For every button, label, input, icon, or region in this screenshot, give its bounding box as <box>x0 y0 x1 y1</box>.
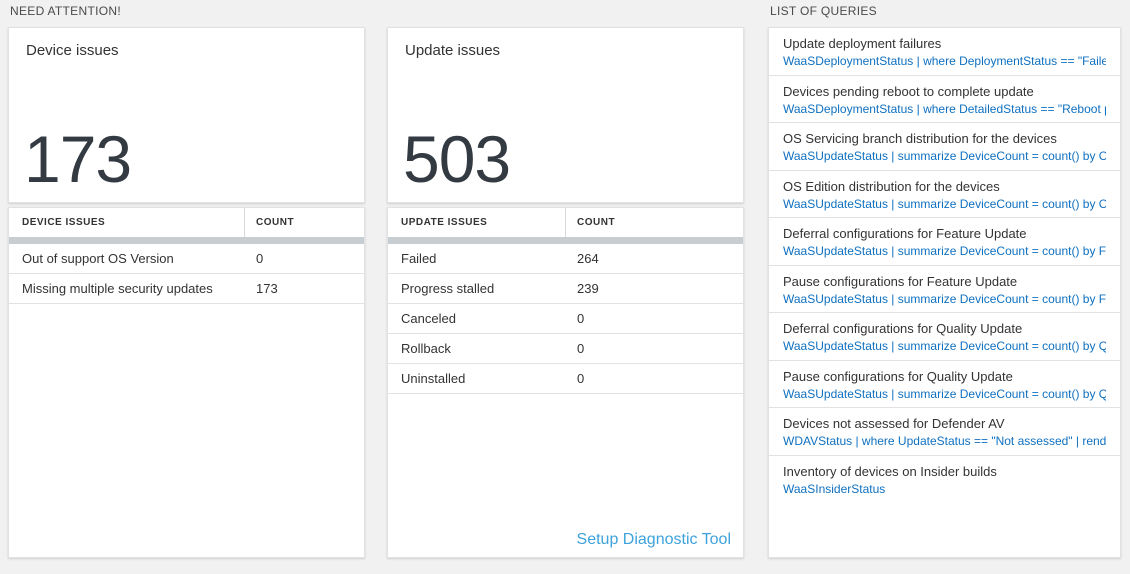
update-issues-tile[interactable]: Update issues 503 <box>387 27 744 203</box>
table-row[interactable]: Out of support OS Version 0 <box>9 244 364 274</box>
query-title: Deferral configurations for Quality Upda… <box>783 321 1023 336</box>
update-issues-header-name: UPDATE ISSUES <box>388 208 566 237</box>
update-issues-table-header: UPDATE ISSUES COUNT <box>388 208 743 237</box>
query-list-item[interactable]: Pause configurations for Quality Update … <box>769 361 1120 408</box>
update-issues-header-count: COUNT <box>577 217 616 228</box>
list-of-queries-section-label: LIST OF QUERIES <box>770 4 877 18</box>
setup-diagnostic-tool-link[interactable]: Setup Diagnostic Tool <box>576 531 731 548</box>
query-text: WaaSInsiderStatus <box>783 481 886 496</box>
query-text: WaaSUpdateStatus | summarize DeviceCount… <box>783 149 1106 163</box>
device-issues-title: Device issues <box>26 42 119 59</box>
device-issues-header-name: DEVICE ISSUES <box>9 208 245 237</box>
header-separator-bar <box>388 237 743 244</box>
query-title: Pause configurations for Quality Update <box>783 368 1013 384</box>
update-issues-title: Update issues <box>405 42 501 59</box>
update-issues-count: 503 <box>403 122 511 196</box>
header-separator-bar <box>9 237 364 244</box>
row-count: 173 <box>256 281 278 296</box>
query-list-item[interactable]: Deferral configurations for Quality Upda… <box>769 313 1120 361</box>
row-count: 0 <box>577 341 585 356</box>
query-title: Update deployment failures <box>783 36 942 51</box>
row-label: Canceled <box>401 311 456 326</box>
query-list-item[interactable]: Devices not assessed for Defender AV WDA… <box>769 408 1120 456</box>
table-row[interactable]: Uninstalled 0 <box>388 364 743 394</box>
query-list-item[interactable]: Pause configurations for Feature Update … <box>769 266 1120 313</box>
table-row[interactable]: Missing multiple security updates 173 <box>9 274 364 304</box>
query-list-item[interactable]: Update deployment failures WaaSDeploymen… <box>769 28 1120 76</box>
need-attention-section-label: NEED ATTENTION! <box>10 4 121 18</box>
row-count: 239 <box>577 281 599 296</box>
query-text: WaaSUpdateStatus | summarize DeviceCount… <box>783 339 1106 353</box>
row-count: 0 <box>256 251 264 266</box>
query-title: OS Edition distribution for the devices <box>783 178 1000 194</box>
row-count: 0 <box>577 311 585 326</box>
query-text: WaaSUpdateStatus | summarize DeviceCount… <box>783 386 1106 401</box>
row-label: Out of support OS Version <box>22 251 174 266</box>
query-list-item[interactable]: OS Edition distribution for the devices … <box>769 171 1120 218</box>
query-title: OS Servicing branch distribution for the… <box>783 131 1057 146</box>
device-issues-table: DEVICE ISSUES COUNT Out of support OS Ve… <box>8 207 365 558</box>
row-count: 264 <box>577 251 599 266</box>
query-title: Pause configurations for Feature Update <box>783 273 1018 289</box>
list-of-queries-panel: Update deployment failures WaaSDeploymen… <box>768 27 1121 558</box>
query-list-item[interactable]: Deferral configurations for Feature Upda… <box>769 218 1120 266</box>
row-label: Rollback <box>401 341 451 356</box>
query-text: WaaSDeploymentStatus | where DeploymentS… <box>783 54 1106 68</box>
update-issues-table: UPDATE ISSUES COUNT Failed 264 Progress … <box>387 207 744 558</box>
device-issues-count: 173 <box>24 122 132 196</box>
query-list-item[interactable]: OS Servicing branch distribution for the… <box>769 123 1120 171</box>
table-row[interactable]: Canceled 0 <box>388 304 743 334</box>
query-text: WaaSDeploymentStatus | where DetailedSta… <box>783 101 1106 116</box>
device-issues-table-header: DEVICE ISSUES COUNT <box>9 208 364 237</box>
device-issues-header-count: COUNT <box>256 217 295 228</box>
row-label: Uninstalled <box>401 371 466 386</box>
query-text: WaaSUpdateStatus | summarize DeviceCount… <box>783 291 1106 306</box>
query-title: Devices pending reboot to complete updat… <box>783 83 1034 99</box>
query-text: WDAVStatus | where UpdateStatus == "Not … <box>783 434 1106 448</box>
query-title: Deferral configurations for Feature Upda… <box>783 226 1027 241</box>
table-row[interactable]: Progress stalled 239 <box>388 274 743 304</box>
row-count: 0 <box>577 371 585 386</box>
query-text: WaaSUpdateStatus | summarize DeviceCount… <box>783 196 1106 211</box>
query-title: Devices not assessed for Defender AV <box>783 416 1005 431</box>
table-row[interactable]: Failed 264 <box>388 244 743 274</box>
query-list-item[interactable]: Devices pending reboot to complete updat… <box>769 76 1120 123</box>
row-label: Missing multiple security updates <box>22 281 213 296</box>
row-label: Failed <box>401 251 437 266</box>
query-text: WaaSUpdateStatus | summarize DeviceCount… <box>783 244 1106 258</box>
query-title: Inventory of devices on Insider builds <box>783 463 997 479</box>
device-issues-tile[interactable]: Device issues 173 <box>8 27 365 203</box>
query-list-item[interactable]: Inventory of devices on Insider builds W… <box>769 456 1120 504</box>
table-row[interactable]: Rollback 0 <box>388 334 743 364</box>
row-label: Progress stalled <box>401 281 495 296</box>
